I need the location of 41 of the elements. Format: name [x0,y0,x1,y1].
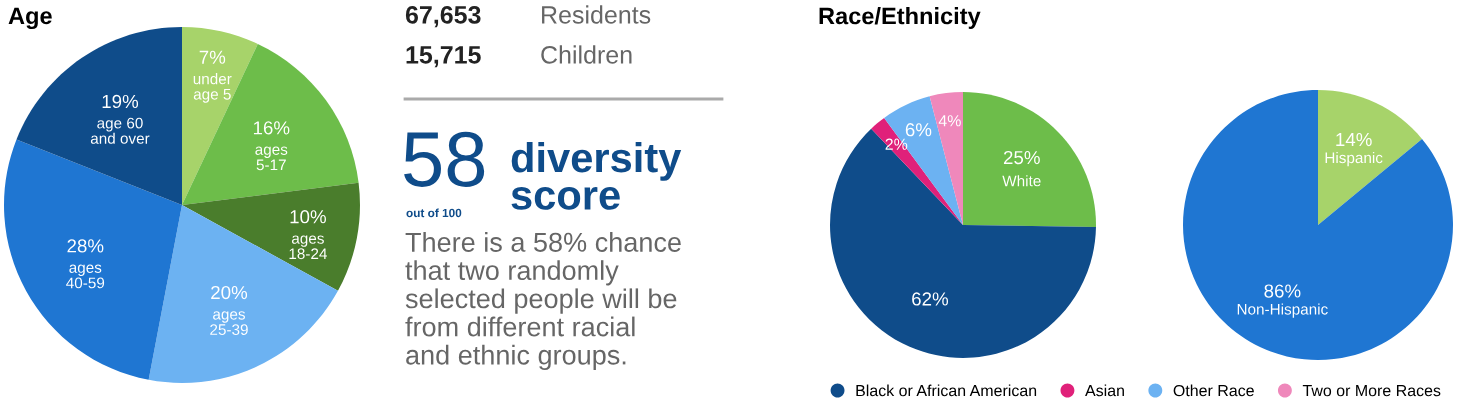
text: 15,715 [406,46,481,68]
data-label: 7% [199,50,226,64]
data-label: 4% [938,115,961,127]
data-label: 25% White [1002,150,1041,187]
pie-slice [1183,90,1453,360]
data-label: 6% [905,123,932,137]
legend-label: Black or African American [856,384,1037,397]
slice-label: age 60 and over [90,117,150,144]
slice-label: Hispanic [1325,151,1383,167]
legend-label: Two or More Races [1302,385,1441,397]
legend-label: Other Race [1173,384,1254,397]
slice-label: ages 40-59 [66,264,105,289]
slice-label: Non-Hispanic [1237,303,1328,318]
text: There is a 58% chance that two randomly selected people will be from different racial and ethnic groups. [405,232,681,371]
text: out of 100 [406,208,462,218]
data-label: 10% [290,210,326,224]
pie-slice [148,205,338,383]
chart-title: Age [8,7,52,29]
data-label: 16% [253,121,290,135]
slice-label: ages 18-24 [289,235,327,260]
text: Residents [542,5,651,24]
text: 58 [404,131,485,187]
slice-label: ages 25-39 [210,311,248,335]
pie-slice [16,27,182,205]
pie-slice [1318,90,1423,225]
text: 67,653 [405,6,481,28]
text: diversity score [511,141,682,210]
slice-label: ages 5-17 [255,146,288,171]
pie-slice [182,43,359,205]
data-label: 20% [211,285,248,300]
data-label: 86% [1264,284,1301,298]
data-label: 14% [1336,133,1372,147]
pie-slice [884,96,963,225]
slice-label: under age 5 [193,73,232,103]
chart-title: Race/Ethnicity [819,7,981,29]
data-label: 62% [912,292,949,306]
legend-label: Asian [1085,384,1124,397]
data-label: 19% [102,94,139,109]
data-label: 28% [67,239,104,253]
text: Children [541,45,632,64]
pie-slice [963,92,1096,228]
